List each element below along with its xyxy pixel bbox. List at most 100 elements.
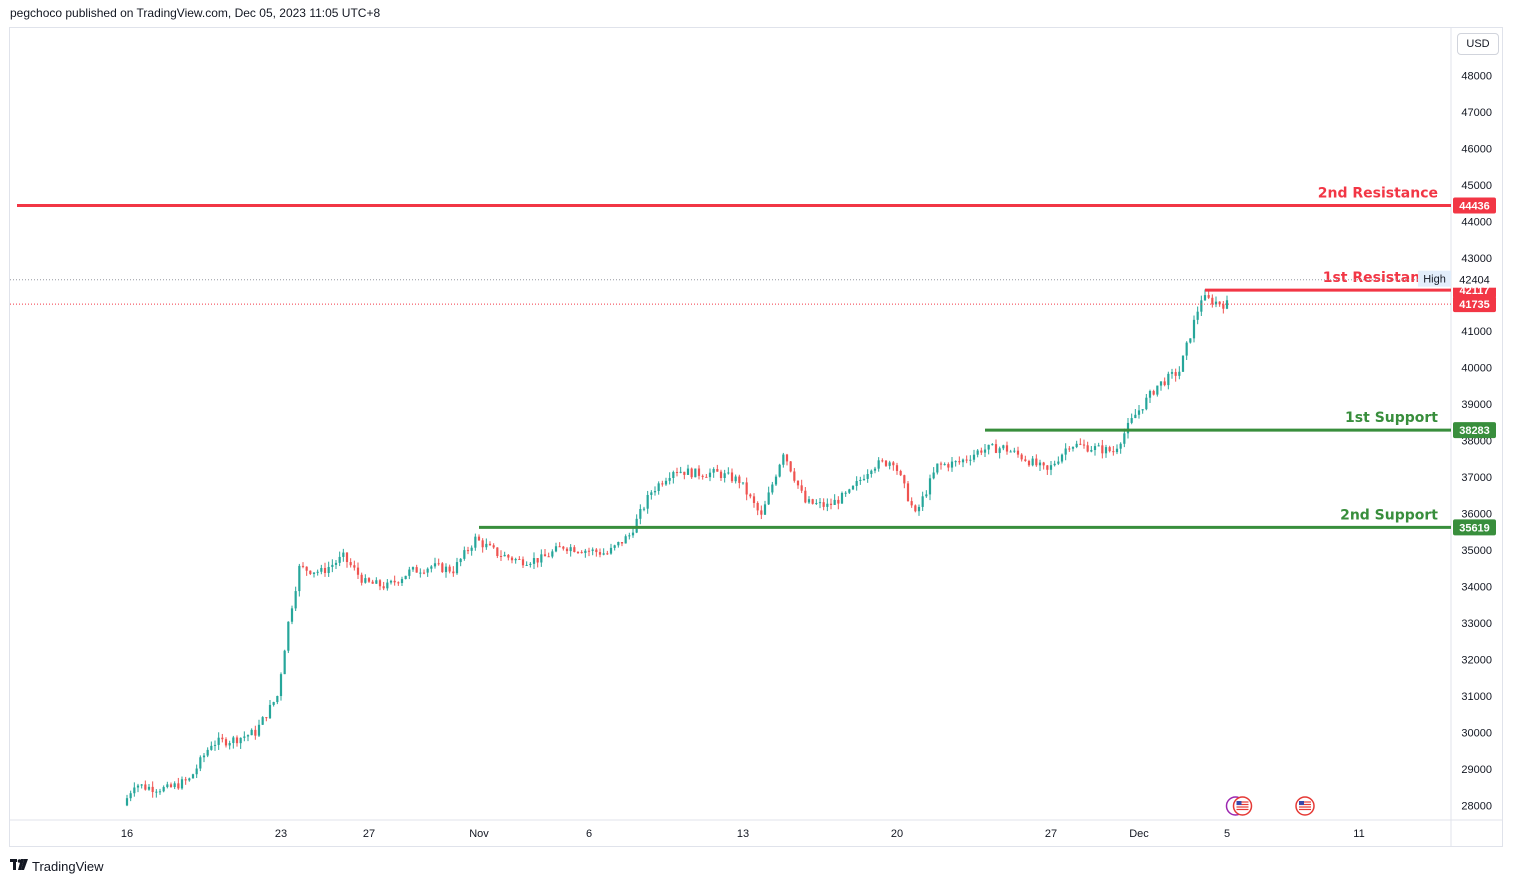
- candle: [789, 460, 792, 473]
- price-tick-label: 45000: [1461, 180, 1492, 192]
- candle-body: [862, 478, 866, 480]
- us-flag-icon[interactable]: [1295, 796, 1315, 816]
- candle: [371, 579, 374, 584]
- candle-body: [859, 479, 862, 481]
- candle-body: [202, 755, 206, 758]
- candle-body: [826, 503, 829, 507]
- candle-body: [1075, 443, 1078, 448]
- candle-body: [576, 551, 580, 553]
- candle-body: [950, 461, 954, 468]
- candle: [481, 538, 484, 553]
- candle: [298, 563, 301, 597]
- candle: [1163, 377, 1166, 387]
- candle-body: [954, 461, 957, 463]
- candle-body: [591, 549, 594, 551]
- tradingview-logo-icon: [10, 858, 28, 874]
- candle-body: [928, 478, 932, 495]
- high-label-bg: [1418, 270, 1451, 287]
- candle-body: [1222, 304, 1225, 309]
- candle-body: [184, 779, 187, 781]
- candle: [547, 552, 550, 558]
- candle-body: [653, 491, 657, 493]
- candle-body: [162, 787, 165, 792]
- candle: [620, 542, 624, 547]
- candle: [455, 557, 459, 575]
- candle: [437, 558, 440, 566]
- price-tick-label: 39000: [1461, 399, 1492, 411]
- candle: [496, 547, 499, 559]
- candle: [954, 460, 957, 467]
- candle: [1185, 341, 1188, 361]
- candle: [906, 480, 910, 502]
- candle-body: [584, 550, 587, 553]
- candle-body: [1079, 443, 1082, 445]
- candle: [884, 460, 888, 467]
- candle: [257, 719, 261, 738]
- candle-body: [232, 737, 235, 744]
- candle-body: [1024, 459, 1027, 461]
- candle-body: [140, 784, 143, 786]
- candle: [1152, 389, 1155, 396]
- candle-body: [1137, 410, 1141, 415]
- candle-body: [1031, 458, 1034, 466]
- candle-body: [1185, 342, 1188, 356]
- level-label: 2nd Support: [1340, 507, 1438, 523]
- candle: [1115, 444, 1119, 455]
- candle: [987, 444, 990, 455]
- candle: [844, 491, 847, 497]
- candle-body: [503, 554, 506, 557]
- candle-body: [206, 749, 209, 756]
- candle-body: [785, 454, 789, 462]
- tradingview-logo[interactable]: TradingView: [10, 857, 104, 875]
- candle: [331, 559, 334, 573]
- candle-body: [430, 566, 433, 569]
- candle-body: [932, 472, 935, 479]
- candle-body: [356, 567, 360, 575]
- candle: [1222, 300, 1225, 314]
- candle: [796, 480, 800, 489]
- candle-body: [617, 542, 620, 546]
- candle: [338, 551, 341, 567]
- candle: [727, 467, 730, 475]
- candle-body: [353, 565, 356, 568]
- candle: [723, 469, 726, 483]
- currency-button[interactable]: USD: [1457, 33, 1499, 55]
- level-label: 1st Resistance: [1323, 270, 1438, 286]
- candle: [980, 447, 983, 456]
- candle: [136, 783, 140, 793]
- candle: [679, 466, 682, 474]
- candle: [510, 556, 514, 564]
- candle-body: [657, 483, 660, 492]
- candle-body: [1119, 443, 1122, 449]
- candle-body: [1086, 445, 1089, 452]
- candle-body: [151, 786, 154, 793]
- candlestick-series: [125, 289, 1229, 807]
- us-flag-icon[interactable]: [1232, 796, 1253, 816]
- candle-body: [532, 558, 536, 564]
- candle: [565, 547, 569, 554]
- candle: [1049, 460, 1053, 476]
- candle: [327, 561, 330, 577]
- candle-body: [312, 572, 316, 574]
- candle: [943, 462, 946, 466]
- candle-body: [177, 783, 180, 789]
- candle: [708, 468, 712, 482]
- candle-body: [767, 492, 770, 505]
- candle-body: [1145, 397, 1148, 410]
- candle: [261, 716, 264, 726]
- candle-body: [895, 465, 899, 471]
- price-tick-label: 37000: [1461, 472, 1492, 484]
- candle: [316, 569, 319, 576]
- candle: [210, 741, 213, 751]
- candle-body: [199, 757, 202, 769]
- candle-body: [213, 744, 217, 746]
- candle: [826, 498, 829, 512]
- candle: [851, 485, 855, 491]
- candle: [243, 731, 246, 742]
- candle-body: [1134, 414, 1137, 419]
- candle-body: [195, 768, 198, 775]
- candle: [151, 781, 154, 798]
- candle: [672, 470, 675, 484]
- candle-body: [1009, 451, 1012, 453]
